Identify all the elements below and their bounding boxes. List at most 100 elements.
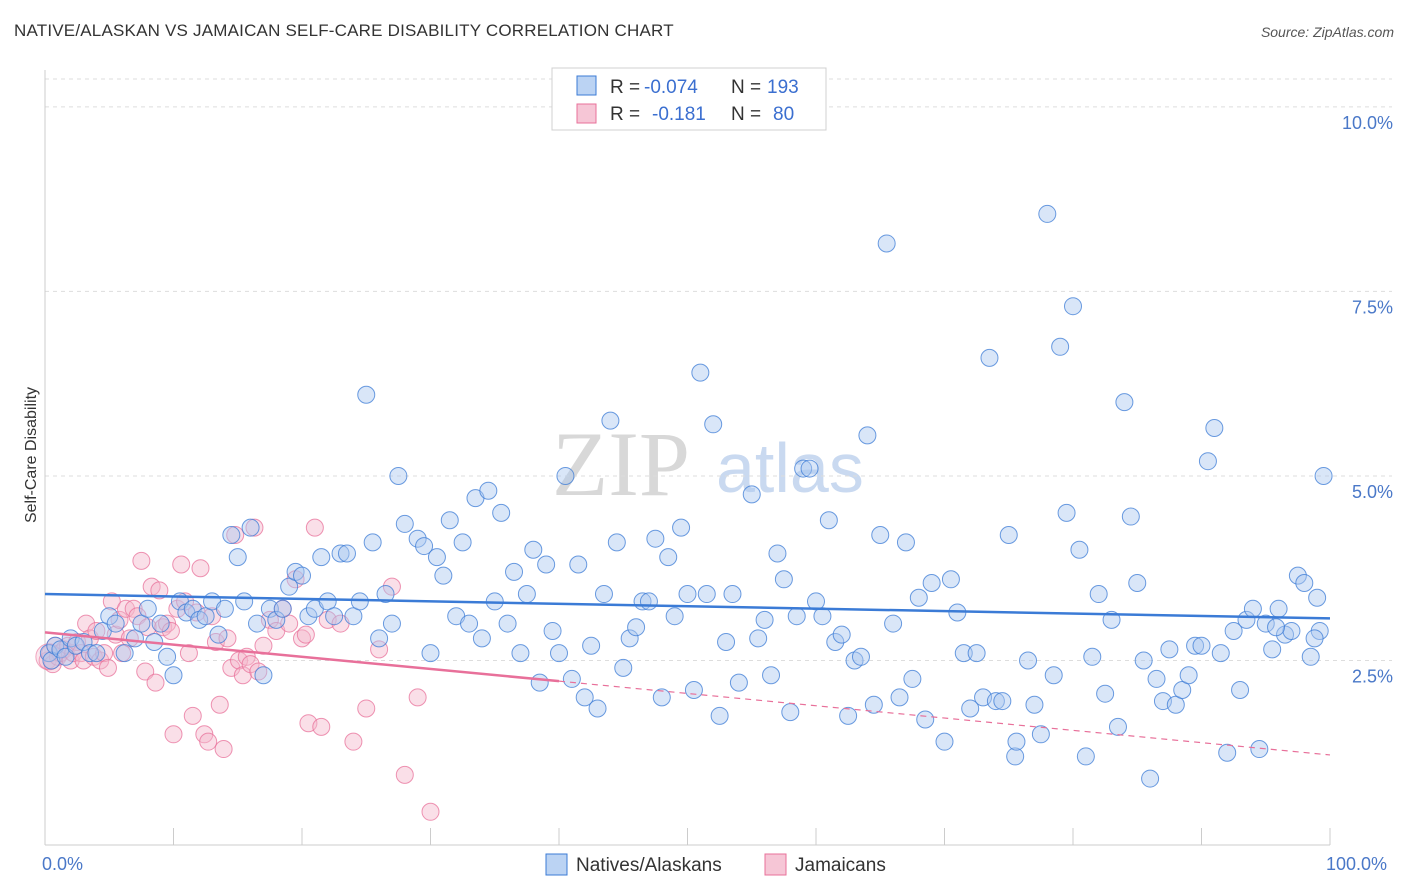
natives-alaskans-point-80 — [556, 466, 575, 485]
natives-alaskans-point-102 — [697, 585, 716, 604]
natives-alaskans-point-46 — [331, 544, 350, 563]
natives-alaskans-point-77 — [537, 555, 556, 574]
natives-alaskans-point-169 — [1141, 769, 1160, 788]
natives-alaskans-point-175 — [1179, 666, 1198, 685]
natives-alaskans-point-56 — [395, 514, 414, 533]
natives-alaskans-point-165 — [1115, 393, 1134, 412]
series-legend-label-pink: Jamaicans — [795, 855, 886, 876]
natives-alaskans-point-43 — [312, 548, 331, 567]
jamaicans-point-46 — [199, 732, 218, 751]
natives-alaskans-point-135 — [916, 710, 935, 729]
natives-alaskans-point-40 — [293, 566, 311, 585]
jamaicans-point-33 — [150, 581, 169, 600]
natives-alaskans-point-140 — [954, 644, 973, 663]
natives-alaskans-point-117 — [800, 459, 819, 478]
trend-lines — [44, 592, 1331, 756]
natives-alaskans-point-55 — [389, 466, 408, 485]
natives-alaskans-point-147 — [999, 526, 1018, 544]
natives-alaskans-point-110 — [755, 610, 774, 629]
natives-alaskans-point-192 — [1288, 566, 1307, 585]
natives-alaskans-point-158 — [1070, 540, 1089, 559]
natives-alaskans-point-157 — [1064, 297, 1082, 316]
jamaicans-point-69 — [312, 717, 331, 736]
jamaicans-point-79 — [296, 625, 315, 644]
natives-alaskans-point-49 — [350, 592, 369, 611]
natives-alaskans-point-105 — [717, 633, 736, 652]
jamaicans-point-77 — [408, 688, 427, 707]
natives-alaskans-point-151 — [1025, 695, 1044, 714]
natives-alaskans-point-88 — [607, 533, 626, 552]
natives-alaskans-point-37 — [273, 599, 292, 618]
natives-alaskans-point-32 — [241, 518, 260, 537]
jamaicans-point-76 — [395, 765, 414, 784]
x-tick-label-start: 0.0% — [42, 854, 83, 874]
natives-alaskans-point-96 — [659, 548, 678, 567]
natives-alaskans-point-34 — [254, 666, 273, 685]
natives-alaskans-point-144 — [980, 348, 999, 367]
jamaicans-point-49 — [210, 695, 229, 714]
natives-alaskans-point-47 — [337, 544, 356, 563]
jamaicans-point-13 — [77, 614, 96, 633]
jamaicans-point-37 — [164, 725, 183, 744]
jamaicans-point-29 — [136, 662, 155, 681]
natives-alaskans-point-179 — [1205, 418, 1224, 437]
natives-alaskans-point-59 — [421, 644, 440, 663]
natives-alaskans-point-65 — [460, 614, 479, 633]
natives-alaskans-point-187 — [1256, 614, 1275, 633]
natives-alaskans-point-85 — [588, 699, 607, 718]
natives-alaskans-point-78 — [543, 621, 562, 640]
y-tick-labels: 2.5% 5.0% 7.5% 10.0% — [1342, 113, 1393, 687]
natives-alaskans-point-113 — [774, 570, 793, 589]
jamaicans-point-cluster — [35, 643, 63, 671]
natives-alaskans-point-45 — [325, 607, 344, 626]
natives-alaskans-point-119 — [813, 607, 832, 626]
natives-alaskans-point-2 — [46, 636, 65, 655]
legend-r-value-pink: -0.181 — [652, 104, 706, 125]
natives-alaskans-point-176 — [1186, 636, 1205, 655]
natives-alaskans-point-109 — [749, 629, 768, 648]
natives-alaskans-point-73 — [511, 644, 530, 663]
x-tick-marks — [173, 828, 1331, 845]
legend-swatch-blue — [576, 75, 597, 96]
natives-alaskans-points — [39, 204, 1333, 788]
natives-alaskans-point-198 — [1305, 629, 1324, 648]
natives-alaskans-point-168 — [1134, 651, 1153, 670]
jamaicans-point-28 — [132, 551, 151, 570]
natives-alaskans-point-127 — [864, 695, 883, 714]
natives-alaskans-point-31 — [235, 592, 254, 611]
legend-n-value-pink: 80 — [773, 104, 794, 125]
natives-alaskans-point-145 — [986, 692, 1005, 711]
natives-alaskans-point-138 — [941, 570, 960, 589]
natives-alaskans-point-7 — [74, 633, 93, 652]
svg-text:atlas: atlas — [716, 429, 864, 507]
natives-alaskans-point-185 — [1243, 599, 1262, 618]
natives-alaskans-point-28 — [215, 599, 234, 618]
natives-alaskans-point-146 — [993, 692, 1012, 711]
jamaicans-point-41 — [179, 644, 198, 663]
natives-alaskans-point-180 — [1211, 644, 1230, 663]
natives-alaskans-point-13 — [115, 644, 134, 663]
trend-line-jamaicans-extrapolated — [558, 680, 1331, 756]
stats-legend: R = -0.074 N = 193 R = -0.181 N = 80 — [551, 67, 827, 131]
natives-alaskans-point-70 — [492, 503, 511, 522]
jamaicans-point-44 — [191, 559, 210, 578]
jamaicans-point-48 — [206, 633, 225, 652]
natives-alaskans-point-177 — [1192, 636, 1211, 655]
jamaicans-point-32 — [146, 673, 165, 692]
jamaicans-point-42 — [183, 706, 202, 725]
natives-alaskans-point-183 — [1231, 681, 1250, 699]
natives-alaskans-point-97 — [665, 607, 684, 626]
natives-alaskans-point-130 — [884, 614, 903, 633]
natives-alaskans-point-170 — [1147, 669, 1166, 688]
series-legend-swatch-blue — [545, 853, 568, 876]
y-tick-label-3: 10.0% — [1342, 113, 1393, 133]
natives-alaskans-point-98 — [672, 518, 691, 537]
natives-alaskans-point-160 — [1083, 647, 1102, 666]
natives-alaskans-point-4 — [56, 647, 75, 666]
natives-alaskans-point-136 — [922, 573, 941, 592]
natives-alaskans-point-141 — [961, 699, 980, 718]
natives-alaskans-point-155 — [1051, 337, 1070, 356]
natives-alaskans-point-99 — [678, 585, 697, 604]
natives-alaskans-point-60 — [427, 548, 446, 567]
natives-alaskans-point-36 — [267, 610, 286, 629]
